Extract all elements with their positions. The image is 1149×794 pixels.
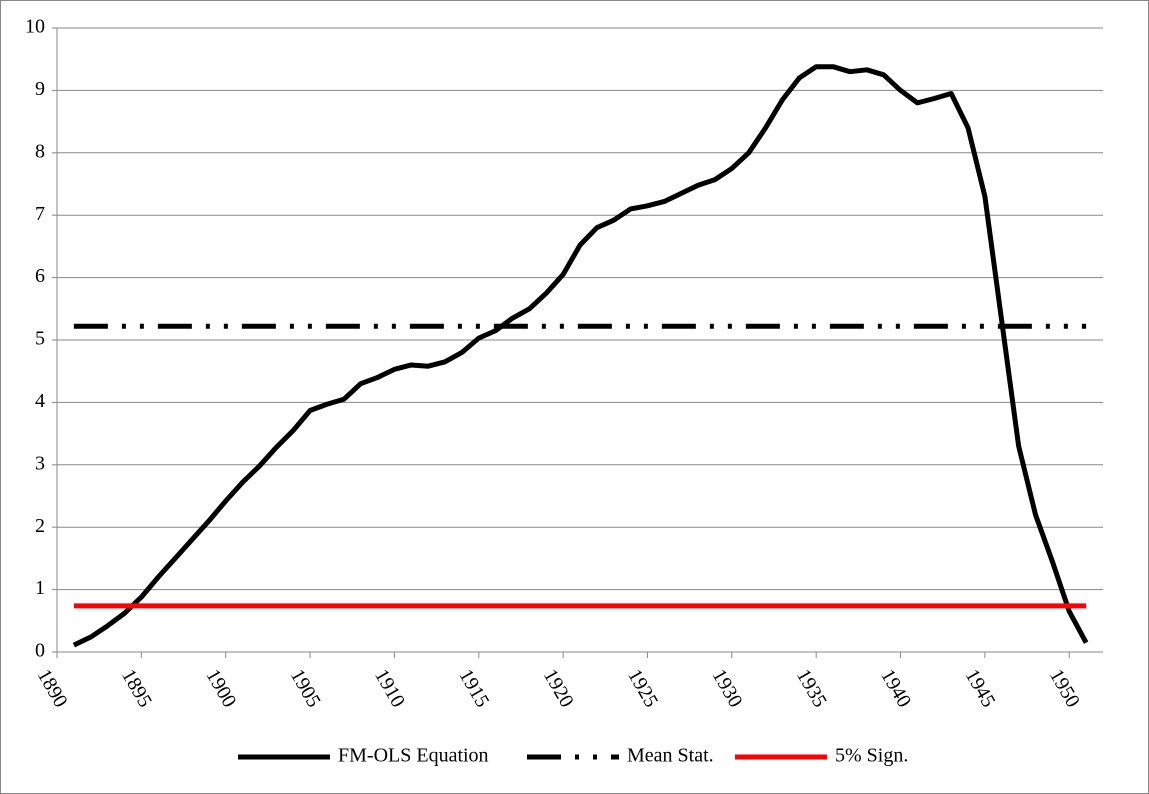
y-tick-label: 8 — [35, 140, 45, 162]
y-tick-label: 9 — [35, 78, 45, 100]
y-tick-label: 6 — [35, 265, 45, 287]
y-tick-label: 4 — [35, 390, 45, 412]
y-tick-label: 1 — [35, 577, 45, 599]
y-tick-label: 7 — [35, 203, 45, 225]
legend-label: FM-OLS Equation — [338, 745, 489, 767]
legend-label: Mean Stat. — [627, 745, 714, 767]
y-tick-label: 2 — [35, 515, 45, 537]
y-tick-label: 0 — [35, 640, 45, 662]
series-line — [72, 64, 1089, 648]
legend-label: 5% Sign. — [835, 745, 908, 767]
y-tick-label: 10 — [25, 16, 45, 38]
y-tick-label: 5 — [35, 328, 45, 350]
y-tick-label: 3 — [35, 452, 45, 474]
